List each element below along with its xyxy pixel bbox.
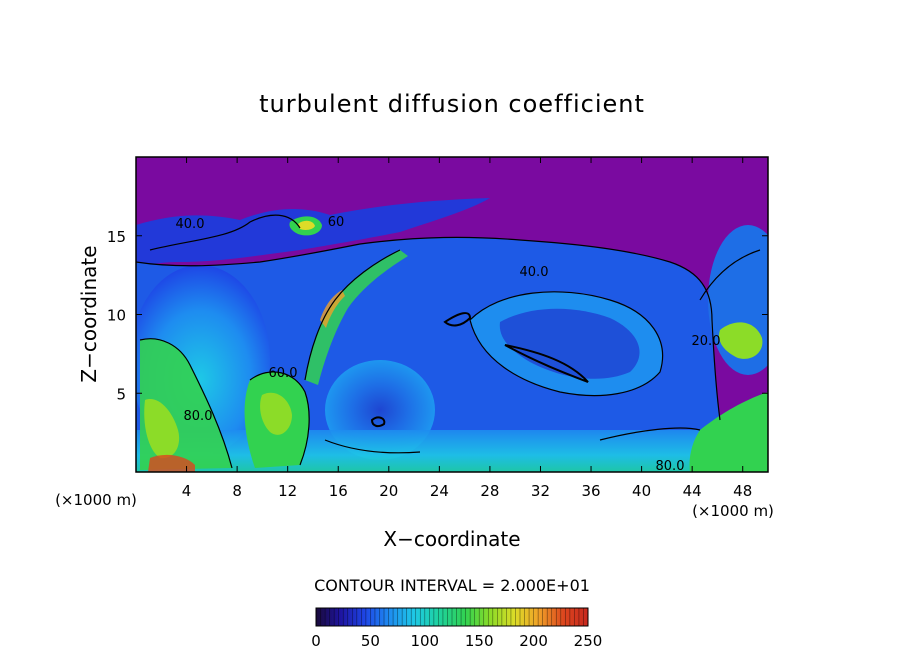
contour-label: 80.0 (184, 409, 213, 424)
chart-title: turbulent diffusion coefficient (259, 90, 645, 118)
field-hotspot-f (719, 322, 763, 359)
y-tick-label: 15 (107, 228, 126, 246)
colorbar-tick-label: 250 (574, 632, 603, 650)
contour-interval-label: CONTOUR INTERVAL = 2.000E+01 (314, 576, 590, 595)
contour-label: 60 (328, 215, 345, 230)
y-tick-label: 10 (107, 307, 126, 325)
x-axis: 4 8 12 16 20 24 28 32 36 40 44 48 (182, 157, 752, 500)
colorbar-tick-label: 100 (410, 632, 439, 650)
field-hotspot-e (689, 392, 768, 472)
x-tick-label: 4 (182, 482, 192, 500)
field-curl-core (499, 308, 640, 379)
contour-lines (136, 214, 761, 469)
x-tick-label: 8 (232, 482, 242, 500)
x-tick-label: 44 (683, 482, 702, 500)
colorbar-tick-label: 0 (311, 632, 321, 650)
colorbar-tick-label: 200 (519, 632, 548, 650)
colorbar-tick-label: 150 (465, 632, 494, 650)
contour-label: 40.0 (520, 265, 549, 280)
field-bottom-hot (148, 454, 195, 472)
x-unit-label-right: (×1000 m) (692, 502, 774, 520)
field-ridge-hot (320, 290, 345, 328)
heatmap-field: 40.0 40.0 60 80.0 80.0 60.0 20.0 (136, 157, 768, 474)
colorbar-stripes (315, 608, 589, 626)
x-tick-label: 36 (581, 482, 600, 500)
field-bottom-layer (136, 430, 768, 472)
y-axis-title: Z−coordinate (77, 245, 101, 382)
x-tick-label: 48 (733, 482, 752, 500)
x-tick-label: 16 (329, 482, 348, 500)
contour-label: 20.0 (692, 334, 721, 349)
x-tick-label: 20 (379, 482, 398, 500)
y-tick-label: 5 (116, 385, 126, 403)
contour-labels: 40.0 40.0 60 80.0 80.0 60.0 20.0 (176, 215, 721, 474)
x-tick-label: 32 (531, 482, 550, 500)
colorbar-frame (315, 607, 589, 627)
x-tick-label: 40 (632, 482, 651, 500)
field-top-blob-core (298, 220, 315, 230)
colorbar-tick-label: 50 (361, 632, 380, 650)
y-axis: 5 10 15 (107, 228, 768, 403)
x-tick-label: 12 (278, 482, 297, 500)
contour-label: 60.0 (269, 366, 298, 381)
x-tick-label: 24 (430, 482, 449, 500)
x-unit-label-left: (×1000 m) (55, 491, 137, 509)
field-hotspot-b (260, 392, 292, 435)
field-hotspot-d (144, 399, 180, 459)
colorbar: 0 50 100 150 200 250 (311, 607, 602, 650)
x-tick-label: 28 (480, 482, 499, 500)
x-axis-title: X−coordinate (383, 527, 520, 551)
contour-label: 80.0 (656, 459, 685, 474)
colorbar-ticks: 0 50 100 150 200 250 (311, 632, 602, 650)
contour-label: 40.0 (176, 217, 205, 232)
